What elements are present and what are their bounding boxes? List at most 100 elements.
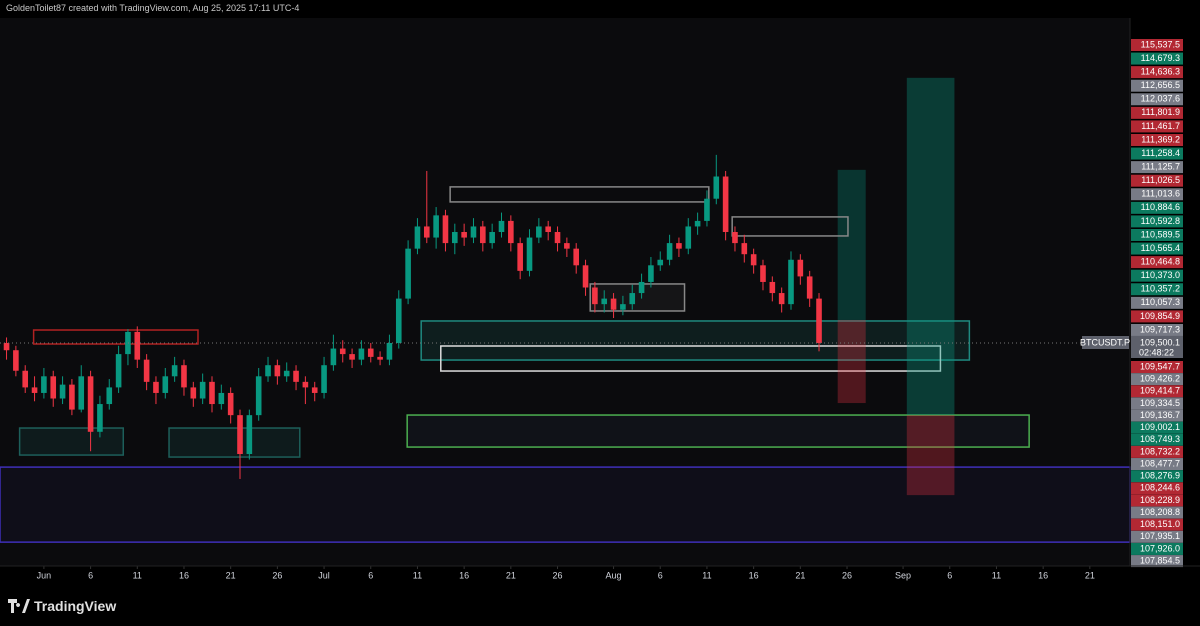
candle-body [722, 176, 729, 233]
x-tick-label: 16 [1038, 570, 1048, 580]
candle-body [461, 232, 467, 238]
currency[interactable]: USDT [1138, 20, 1187, 36]
candle-body [293, 370, 299, 382]
candle-body [13, 350, 19, 371]
candle-body [666, 243, 673, 260]
candle-body [601, 298, 608, 305]
price-label-bg [1131, 421, 1183, 434]
candle-body [22, 370, 29, 388]
price-label: 111,801.9 [1141, 107, 1180, 117]
zone [906, 77, 955, 416]
zone [168, 427, 301, 458]
candle-body [620, 304, 626, 310]
symbol: BTCUSDTPERP PERPETUAL MIX CONTRACT · 16h… [10, 22, 239, 31]
candle-body [283, 370, 290, 377]
candle-body [470, 226, 477, 238]
price-label-bg [1131, 283, 1183, 296]
price-label: 108,244.6 [1140, 483, 1180, 493]
candle-body [3, 343, 10, 351]
x-tick-label: 11 [413, 570, 422, 580]
x-tick-label: 16 [749, 570, 759, 580]
candle-body [31, 387, 38, 393]
candle-body [405, 248, 411, 299]
candle-body [452, 232, 458, 244]
price-label-bg [1131, 133, 1183, 146]
price-label: 108,749.3 [1140, 434, 1180, 444]
price-label-bg [1131, 52, 1183, 65]
zone [440, 345, 942, 372]
price-label: 109,854.9 [1140, 311, 1180, 321]
candle-body [806, 276, 813, 299]
symbol-tag-bg [1082, 335, 1129, 349]
candle-body [255, 376, 262, 416]
candle-body [508, 220, 514, 244]
candle-body [106, 387, 113, 405]
price-label-bg [1131, 506, 1183, 519]
candle-body [377, 356, 383, 360]
price-label: 110,592.8 [1141, 216, 1180, 226]
price-label: 108,477.7 [1140, 458, 1180, 468]
price-label-bg [1131, 296, 1183, 309]
candle-body [265, 365, 271, 377]
x-tick-label: Sep [895, 570, 911, 580]
candle-body [349, 354, 355, 360]
candle-body [321, 365, 327, 393]
candle-body [330, 348, 337, 366]
footer: TradingView [8, 598, 116, 614]
x-tick-label: 21 [506, 570, 516, 580]
price-label-bg [1131, 93, 1183, 106]
price-label-bg [1131, 397, 1183, 410]
x-tick-label: Jul [318, 570, 330, 580]
chart: Jun 6 11 16 21 26 Jul 6 11 16 21 26 Aug 6 11 16 21 26 Sep 6… [0, 18, 1200, 581]
price-label: 111,461.7 [1141, 121, 1180, 131]
legend-key: O [240, 22, 247, 31]
candle-body [685, 226, 692, 249]
candle-body [69, 384, 75, 410]
candle-body [218, 392, 225, 405]
price-label: 109,717.3 [1140, 324, 1180, 334]
price-label-bg [1131, 188, 1183, 201]
price-label: 109,002.1 [1140, 422, 1180, 432]
price-label: 109,414.7 [1140, 386, 1180, 396]
brand: TradingView [34, 598, 117, 614]
x-tick-label: 26 [272, 570, 282, 580]
candle-body [788, 259, 794, 305]
volume: 18.31K [493, 22, 520, 31]
x-tick-label: 11 [702, 570, 711, 580]
price-label: 111,125.7 [1141, 162, 1180, 172]
price-label: 115,537.5 [1141, 39, 1180, 49]
price-label: 108,228.9 [1140, 495, 1180, 505]
candle-body [209, 381, 215, 405]
price-label: 108,151.0 [1140, 519, 1180, 529]
last-price-bg [1131, 335, 1183, 358]
price-label-bg [1131, 445, 1183, 458]
candle-body [97, 404, 103, 432]
candle-body [704, 198, 710, 221]
x-tick-label: 16 [459, 570, 469, 580]
x-tick-label: 6 [368, 570, 373, 580]
ohlc: O112,131.2 H112,890.0 L109,350.0 C109,500.1 [240, 22, 415, 31]
symbol-tag: BTCUSDT.P [1080, 337, 1130, 347]
candle-body [564, 243, 570, 249]
candle-body [386, 343, 393, 360]
candle-body [480, 226, 486, 244]
price-label: 107,926.0 [1140, 543, 1180, 553]
price-label-bg [1131, 482, 1183, 495]
price-label: 110,373.0 [1141, 270, 1180, 280]
price-label: 110,057.3 [1141, 297, 1180, 307]
price-label: 110,884.6 [1141, 202, 1180, 212]
price-label: 108,732.2 [1140, 446, 1180, 456]
candle-body [78, 376, 85, 410]
legend-value: 109,500.1 [377, 22, 413, 31]
x-tick-label: 26 [842, 570, 852, 580]
candle-body [423, 226, 430, 238]
zone [837, 169, 866, 320]
x-tick-label: Aug [606, 570, 622, 580]
price-label-bg [1131, 409, 1183, 422]
price-label-bg [1131, 106, 1183, 119]
candle-body [153, 381, 159, 393]
zone [731, 216, 849, 237]
x-tick-label: 21 [1085, 570, 1095, 580]
price-label-bg [1131, 161, 1183, 174]
